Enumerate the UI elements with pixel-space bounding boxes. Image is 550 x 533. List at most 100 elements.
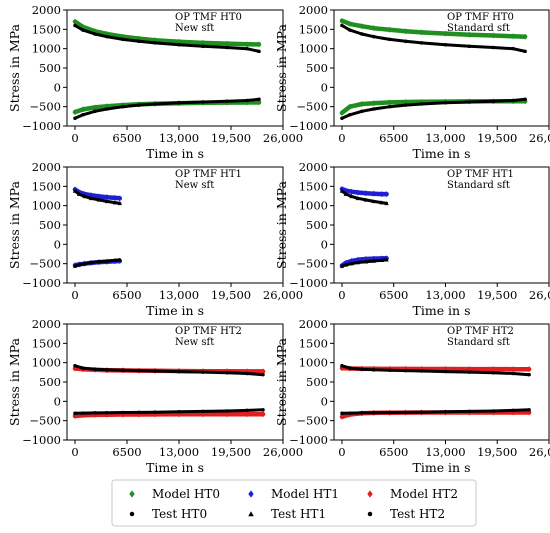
data-point (348, 28, 352, 32)
annotation-subtitle: New sft (175, 337, 214, 348)
data-point (81, 411, 85, 415)
legend-label: Model HT2 (390, 487, 458, 501)
y-tick-label: −500 (296, 257, 328, 271)
y-axis-label: Stress in MPa (274, 338, 289, 426)
data-point (371, 25, 377, 32)
data-point (511, 371, 515, 376)
x-tick-label: 6500 (379, 445, 408, 459)
data-point (93, 109, 97, 114)
data-point (256, 41, 262, 48)
data-point (93, 411, 97, 415)
data-point (387, 37, 392, 42)
data-point (225, 409, 229, 413)
y-axis-label: Stress in MPa (7, 181, 22, 269)
series-band (339, 18, 528, 39)
legend-label: Model HT0 (152, 487, 220, 501)
y-axis-label: Stress in MPa (274, 181, 289, 269)
data-point (372, 368, 376, 372)
x-tick-label: 0 (71, 445, 78, 459)
series-band (72, 411, 266, 419)
y-tick-label: 1500 (32, 179, 61, 193)
data-point (117, 201, 122, 206)
data-point (177, 410, 181, 414)
data-point (419, 102, 424, 106)
data-point (359, 100, 365, 107)
annotation-title: OP TMF HT0 (175, 12, 242, 23)
data-point (379, 257, 384, 262)
data-point (510, 366, 516, 373)
data-point (339, 109, 345, 116)
data-point (80, 106, 86, 113)
data-point (105, 34, 109, 39)
data-point (73, 411, 77, 416)
data-point (88, 196, 94, 201)
series-model-ht0-max (339, 17, 528, 40)
data-point (117, 195, 123, 202)
data-point (443, 410, 448, 414)
legend-label: Test HT0 (152, 507, 207, 521)
data-point (379, 200, 384, 205)
x-tick-label: 6500 (379, 131, 408, 145)
subplot-6: −1000 −500 0 500 1000 1500 2000 0 6500 13,000 19,5… (274, 317, 550, 475)
data-point (104, 194, 110, 201)
plot-frame (333, 323, 550, 441)
series-band (340, 97, 527, 120)
data-point (360, 367, 364, 371)
data-point (379, 191, 385, 198)
y-tick-label: 0 (321, 237, 328, 251)
data-point (92, 104, 98, 111)
series-band (340, 24, 527, 53)
data-point (96, 259, 102, 264)
data-point (96, 197, 102, 202)
data-point (403, 103, 408, 107)
data-point (372, 34, 376, 39)
data-point (387, 368, 392, 372)
data-point (467, 100, 472, 104)
data-point (403, 410, 408, 415)
data-point (419, 41, 424, 45)
legend-marker (129, 511, 135, 517)
y-tick-label: 500 (306, 375, 328, 389)
series-band (340, 364, 531, 377)
data-point (261, 408, 265, 412)
data-point (112, 200, 118, 205)
x-tick-label: 26,000 (263, 288, 303, 302)
data-point (343, 262, 349, 267)
data-point (201, 370, 205, 374)
annotation-subtitle: New sft (175, 23, 214, 34)
data-point (527, 408, 531, 412)
data-point (363, 197, 369, 202)
data-point (347, 20, 353, 27)
data-point (511, 46, 515, 51)
data-point (510, 33, 516, 40)
data-point (73, 23, 77, 28)
series-band (72, 19, 262, 47)
data-point (72, 188, 78, 193)
data-point (112, 194, 118, 201)
y-tick-label: 1000 (32, 199, 61, 213)
data-point (403, 39, 408, 44)
y-tick-label: −500 (29, 257, 61, 271)
data-point (121, 368, 125, 372)
data-point (360, 411, 364, 415)
x-tick-label: 0 (338, 131, 345, 145)
y-tick-label: 2000 (32, 160, 61, 174)
y-tick-label: 0 (54, 394, 61, 408)
data-point (257, 49, 261, 54)
x-tick-label: 6500 (112, 445, 141, 459)
data-point (363, 259, 369, 264)
data-point (81, 28, 85, 32)
subplot-2: −1000 −500 0 500 1000 1500 2000 0 6500 13,000 19,5… (274, 3, 550, 161)
annotation-subtitle: Standard sft (447, 337, 510, 348)
data-point (339, 263, 345, 268)
y-tick-label: −1000 (22, 433, 61, 447)
x-tick-label: 26,000 (529, 288, 550, 302)
legend-entry-test-ht2: Test HT2 (367, 507, 445, 521)
data-point (245, 408, 249, 413)
data-point (371, 199, 377, 204)
data-point (522, 33, 528, 40)
y-tick-label: −500 (296, 414, 328, 428)
data-point (511, 408, 515, 413)
data-point (93, 367, 97, 371)
series-test-ht2-max (340, 364, 531, 377)
